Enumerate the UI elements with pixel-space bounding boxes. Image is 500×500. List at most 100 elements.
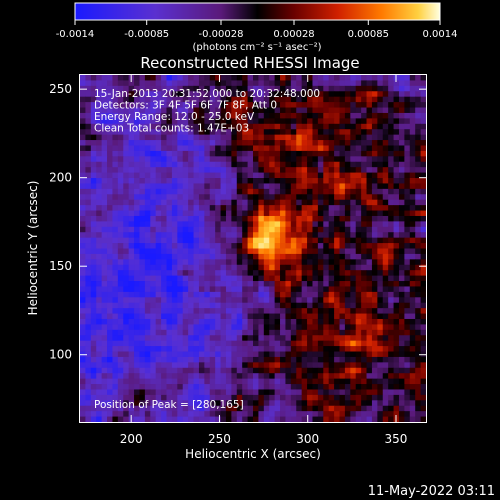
heatmap-pixel (85, 378, 92, 385)
heatmap-pixel (258, 205, 265, 211)
heatmap-pixel (161, 232, 167, 239)
heatmap-pixel (382, 351, 389, 358)
heatmap-pixel (409, 123, 416, 130)
heatmap-pixel (339, 210, 346, 217)
heatmap-pixel (398, 248, 405, 255)
heatmap-pixel (112, 205, 119, 211)
heatmap-pixel (280, 324, 286, 331)
heatmap-pixel (296, 150, 303, 157)
heatmap-pixel (280, 291, 286, 298)
heatmap-pixel (247, 205, 254, 211)
heatmap-pixel (150, 85, 157, 92)
heatmap-pixel (323, 107, 330, 114)
heatmap-pixel (166, 226, 173, 233)
heatmap-pixel (339, 183, 346, 190)
heatmap-pixel (139, 324, 146, 331)
heatmap-pixel (388, 226, 394, 233)
heatmap-pixel (404, 270, 411, 277)
heatmap-pixel (231, 291, 238, 298)
heatmap-pixel (274, 270, 281, 277)
heatmap-pixel (117, 210, 124, 217)
heatmap-pixel (204, 194, 211, 201)
heatmap-pixel (296, 112, 303, 119)
heatmap-pixel (371, 102, 378, 108)
heatmap-pixel (80, 123, 86, 130)
heatmap-pixel (177, 107, 184, 114)
heatmap-pixel (382, 324, 389, 331)
heatmap-pixel (366, 329, 373, 336)
heatmap-pixel (198, 205, 205, 211)
heatmap-pixel (85, 150, 92, 157)
heatmap-pixel (247, 210, 254, 217)
heatmap-pixel (312, 215, 319, 222)
heatmap-pixel (139, 286, 146, 293)
heatmap-pixel (355, 156, 362, 163)
heatmap-pixel (182, 329, 189, 336)
heatmap-pixel (377, 302, 384, 309)
heatmap-pixel (312, 248, 319, 255)
heatmap-pixel (253, 253, 259, 260)
heatmap-pixel (285, 199, 292, 206)
heatmap-pixel (323, 253, 330, 260)
heatmap-pixel (371, 75, 378, 81)
heatmap-pixel (242, 253, 248, 260)
heatmap-pixel (204, 405, 211, 412)
heatmap-pixel (274, 389, 281, 396)
heatmap-pixel (420, 199, 427, 206)
heatmap-pixel (80, 356, 86, 363)
heatmap-pixel (171, 172, 178, 179)
heatmap-pixel (161, 118, 167, 125)
heatmap-pixel (398, 313, 405, 320)
heatmap-pixel (188, 156, 194, 163)
heatmap-pixel (361, 205, 367, 211)
heatmap-pixel (85, 253, 92, 260)
heatmap-pixel (355, 129, 362, 136)
heatmap-pixel (334, 346, 340, 352)
heatmap-pixel (139, 346, 146, 352)
heatmap-pixel (339, 178, 346, 184)
heatmap-pixel (128, 362, 135, 369)
heatmap-pixel (107, 297, 113, 304)
heatmap-pixel (198, 302, 205, 309)
heatmap-pixel (253, 297, 259, 304)
heatmap-pixel (161, 324, 167, 331)
heatmap-pixel (361, 226, 367, 233)
heatmap-pixel (96, 384, 103, 390)
heatmap-pixel (225, 356, 232, 363)
heatmap-pixel (231, 205, 238, 211)
heatmap-pixel (339, 248, 346, 255)
heatmap-pixel (171, 145, 178, 152)
heatmap-pixel (258, 286, 265, 293)
heatmap-pixel (280, 210, 286, 217)
heatmap-pixel (123, 281, 130, 287)
heatmap-pixel (177, 302, 184, 309)
heatmap-pixel (144, 129, 151, 136)
heatmap-pixel (420, 259, 427, 266)
heatmap-pixel (150, 118, 157, 125)
heatmap-pixel (123, 107, 130, 114)
heatmap-pixel (220, 183, 227, 190)
heatmap-pixel (247, 281, 254, 287)
heatmap-pixel (139, 156, 146, 163)
heatmap-pixel (344, 405, 351, 412)
heatmap-pixel (188, 102, 194, 108)
heatmap-pixel (80, 91, 86, 98)
heatmap-pixel (253, 346, 259, 352)
heatmap-pixel (247, 275, 254, 282)
heatmap-pixel (220, 384, 227, 390)
heatmap-pixel (420, 378, 427, 385)
heatmap-pixel (398, 400, 405, 407)
heatmap-pixel (290, 308, 297, 314)
heatmap-pixel (312, 96, 319, 103)
heatmap-pixel (193, 118, 200, 125)
heatmap-pixel (155, 199, 162, 206)
heatmap-pixel (107, 145, 113, 152)
heatmap-pixel (296, 400, 303, 407)
heatmap-pixel (296, 226, 303, 233)
heatmap-pixel (155, 378, 162, 385)
heatmap-pixel (188, 118, 194, 125)
heatmap-pixel (334, 362, 340, 369)
heatmap-pixel (166, 394, 173, 401)
heatmap-pixel (285, 237, 292, 244)
heatmap-pixel (231, 178, 238, 184)
